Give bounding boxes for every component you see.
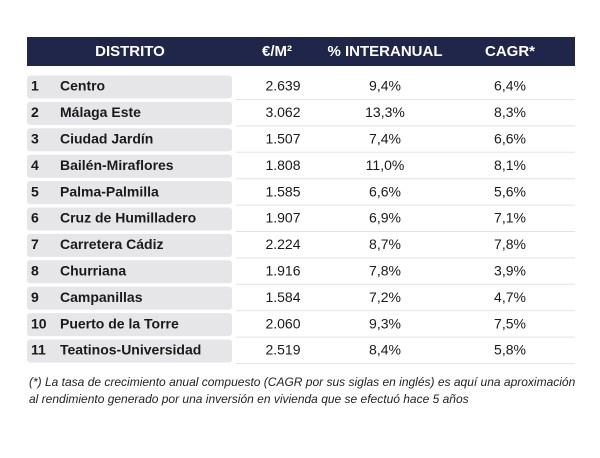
header-cell: % INTERANUAL xyxy=(328,43,443,60)
value-cell: 7,4% xyxy=(369,131,401,147)
district-cell: Centro xyxy=(60,78,105,94)
row-name-bg xyxy=(27,101,232,125)
district-cell: 1 xyxy=(31,78,39,94)
value-cell: 6,6% xyxy=(369,183,401,199)
value-cell: 8,3% xyxy=(494,104,526,120)
row-name-bg xyxy=(27,75,232,99)
value-cell: 8,1% xyxy=(494,157,526,173)
district-cell: Teatinos-Universidad xyxy=(60,342,201,358)
row-name-bg xyxy=(27,286,232,310)
value-cell: 2.639 xyxy=(265,78,300,94)
value-cell: 9,3% xyxy=(369,315,401,331)
value-cell: 7,8% xyxy=(369,263,401,279)
row-name-bg xyxy=(27,154,232,178)
district-cell: Bailén-Miraflores xyxy=(60,157,174,173)
value-cell: 4,7% xyxy=(494,289,526,305)
district-cell: 6 xyxy=(31,210,39,226)
district-cell: Ciudad Jardín xyxy=(60,131,153,147)
district-cell: 9 xyxy=(31,289,39,305)
value-cell: 11,0% xyxy=(366,157,405,173)
district-cell: Cruz de Humilladero xyxy=(60,210,196,226)
district-cell: 7 xyxy=(31,236,39,252)
value-cell: 1.507 xyxy=(265,131,300,147)
header-cell: DISTRITO xyxy=(95,43,165,60)
district-cell: 11 xyxy=(31,342,46,358)
district-cell: Churriana xyxy=(60,263,126,279)
value-cell: 1.916 xyxy=(265,263,300,279)
row-name-bg xyxy=(27,339,232,363)
footnote: (*) La tasa de crecimiento anual compues… xyxy=(29,375,576,389)
district-cell: Carretera Cádiz xyxy=(60,236,164,252)
district-cell: 3 xyxy=(31,131,39,147)
value-cell: 13,3% xyxy=(365,104,405,120)
value-cell: 3,9% xyxy=(494,263,526,279)
row-name-bg xyxy=(27,313,232,337)
value-cell: 7,1% xyxy=(494,210,526,226)
district-cell: Palma-Palmilla xyxy=(60,183,159,199)
district-cell: 4 xyxy=(31,157,39,173)
value-cell: 1.808 xyxy=(265,157,300,173)
district-cell: Puerto de la Torre xyxy=(60,315,179,331)
row-name-bg xyxy=(27,207,232,231)
header-bar xyxy=(27,37,575,66)
district-cell: 10 xyxy=(31,315,47,331)
row-name-bg xyxy=(27,128,232,152)
value-cell: 6,4% xyxy=(494,78,526,94)
district-cell: Campanillas xyxy=(60,289,143,305)
district-cell: 5 xyxy=(31,183,39,199)
row-name-bg xyxy=(27,233,232,257)
value-cell: 2.519 xyxy=(265,342,300,358)
district-cell: Málaga Este xyxy=(60,104,141,120)
value-cell: 7,8% xyxy=(494,236,526,252)
value-cell: 6,6% xyxy=(494,131,526,147)
value-cell: 5,6% xyxy=(494,183,526,199)
footnote: al rendimiento generado por una inversió… xyxy=(29,392,469,406)
value-cell: 8,7% xyxy=(369,236,401,252)
value-cell: 2.060 xyxy=(265,315,300,331)
value-cell: 6,9% xyxy=(369,210,401,226)
value-cell: 1.584 xyxy=(265,289,300,305)
row-name-bg xyxy=(27,181,232,205)
value-cell: 2.224 xyxy=(265,236,300,252)
value-cell: 3.062 xyxy=(265,104,300,120)
value-cell: 5,8% xyxy=(494,342,526,358)
header-cell: CAGR* xyxy=(485,43,535,60)
district-cell: 8 xyxy=(31,263,39,279)
value-cell: 1.585 xyxy=(265,183,300,199)
value-cell: 1.907 xyxy=(265,210,300,226)
header-cell: €/M² xyxy=(262,43,292,60)
value-cell: 7,5% xyxy=(494,315,526,331)
value-cell: 8,4% xyxy=(369,342,401,358)
row-name-bg xyxy=(27,260,232,284)
value-cell: 7,2% xyxy=(369,289,401,305)
value-cell: 9,4% xyxy=(369,78,401,94)
district-cell: 2 xyxy=(31,104,39,120)
